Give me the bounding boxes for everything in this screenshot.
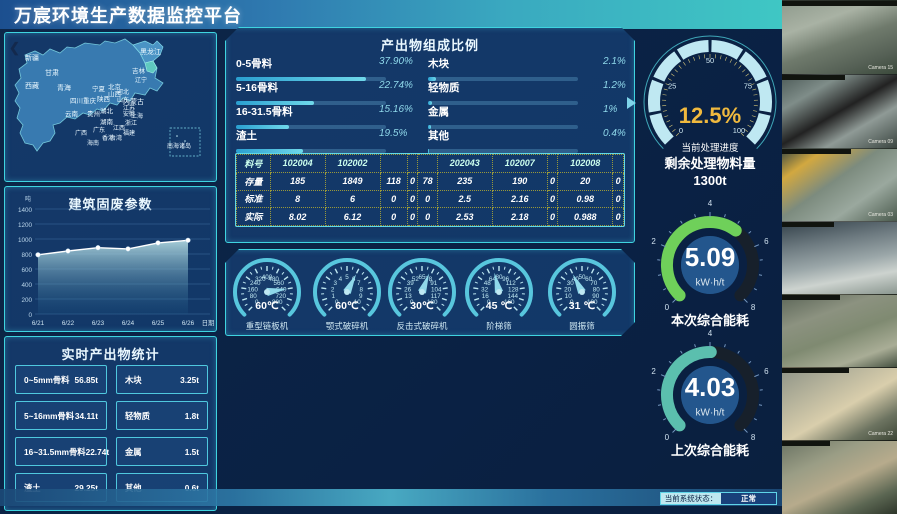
svg-text:6/23: 6/23	[92, 320, 105, 327]
svg-text:20: 20	[564, 286, 572, 293]
svg-text:1200: 1200	[18, 222, 33, 229]
svg-text:32: 32	[481, 286, 489, 293]
svg-text:6/25: 6/25	[152, 320, 165, 327]
svg-text:2: 2	[651, 237, 656, 246]
svg-text:6: 6	[764, 237, 769, 246]
svg-text:600: 600	[21, 267, 32, 274]
svg-text:160: 160	[247, 286, 258, 293]
svg-text:4: 4	[708, 200, 713, 208]
svg-text:2: 2	[331, 286, 335, 293]
svg-text:0: 0	[28, 312, 32, 319]
svg-text:800: 800	[21, 252, 32, 259]
svg-text:50: 50	[706, 56, 714, 65]
svg-text:kW·h/t: kW·h/t	[696, 278, 725, 289]
svg-text:4.03: 4.03	[685, 372, 736, 402]
svg-text:1000: 1000	[18, 237, 33, 244]
svg-text:200: 200	[21, 297, 32, 304]
svg-text:6: 6	[764, 367, 769, 376]
svg-text:5.09: 5.09	[685, 242, 736, 272]
svg-text:吨: 吨	[25, 195, 31, 203]
svg-text:400: 400	[21, 282, 32, 289]
svg-text:6/21: 6/21	[32, 320, 45, 327]
svg-text:6/26: 6/26	[182, 320, 195, 327]
svg-text:1400: 1400	[18, 207, 33, 214]
svg-text:日期: 日期	[202, 319, 215, 327]
svg-text:26: 26	[404, 286, 412, 293]
svg-text:kW·h/t: kW·h/t	[696, 408, 725, 419]
svg-text:2: 2	[651, 367, 656, 376]
svg-text:5: 5	[345, 274, 349, 281]
svg-text:4: 4	[339, 276, 343, 283]
svg-text:6/24: 6/24	[122, 320, 135, 327]
svg-text:75: 75	[744, 81, 752, 90]
svg-text:4: 4	[708, 330, 713, 338]
svg-text:3: 3	[334, 280, 338, 287]
svg-text:6/22: 6/22	[62, 320, 75, 327]
svg-text:25: 25	[668, 81, 676, 90]
